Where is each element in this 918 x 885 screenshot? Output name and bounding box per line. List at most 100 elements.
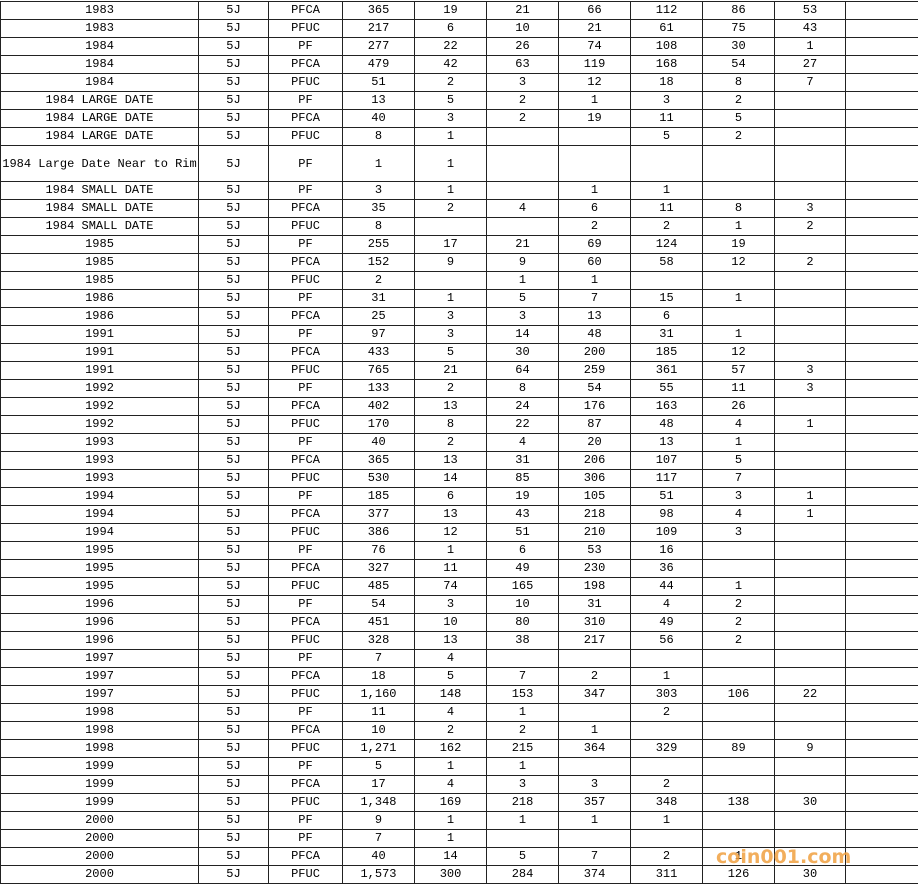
- table-cell: 51: [630, 487, 703, 506]
- table-cell: 374: [558, 865, 631, 884]
- table-cell: 2: [774, 253, 846, 272]
- table-cell: 49: [486, 559, 559, 578]
- table-cell: 13: [342, 91, 415, 110]
- table-cell: [702, 811, 775, 830]
- table-cell: 4: [702, 415, 775, 434]
- table-cell: 1,348: [342, 793, 415, 812]
- table-cell: [486, 649, 559, 668]
- table-cell: 5: [630, 127, 703, 146]
- table-cell: 3: [558, 775, 631, 794]
- table-row: 1999 5J PFUC 1,348 169 218 357 348 138 30: [0, 793, 918, 812]
- table-cell: 5J: [198, 469, 269, 488]
- table-cell: [774, 451, 846, 470]
- table-cell: 8: [342, 127, 415, 146]
- table-cell: 1: [774, 37, 846, 56]
- empty-cell: [845, 325, 918, 344]
- table-cell: 348: [630, 793, 703, 812]
- table-cell: 5J: [198, 325, 269, 344]
- table-cell: [774, 523, 846, 542]
- table-cell: 7: [342, 649, 415, 668]
- empty-cell: [845, 865, 918, 884]
- table-cell: 185: [342, 487, 415, 506]
- table-cell: 1995: [0, 559, 199, 578]
- table-cell: 1986: [0, 307, 199, 326]
- table-cell: [702, 559, 775, 578]
- table-cell: 185: [630, 343, 703, 362]
- table-cell: 5J: [198, 37, 269, 56]
- table-cell: 30: [774, 793, 846, 812]
- table-cell: 1: [486, 811, 559, 830]
- empty-cell: [845, 397, 918, 416]
- table-cell: 163: [630, 397, 703, 416]
- table-cell: 5J: [198, 361, 269, 380]
- table-row: 1984 5J PF 277 22 26 74 108 30 1: [0, 37, 918, 56]
- table-cell: 176: [558, 397, 631, 416]
- table-cell: 170: [342, 415, 415, 434]
- table-cell: 5J: [198, 577, 269, 596]
- table-cell: 5J: [198, 415, 269, 434]
- table-row: 1998 5J PFUC 1,271 162 215 364 329 89 9: [0, 739, 918, 758]
- table-cell: 7: [486, 667, 559, 686]
- table-cell: [774, 559, 846, 578]
- table-cell: 6: [414, 19, 487, 38]
- empty-cell: [845, 109, 918, 128]
- table-cell: 1984 Large Date Near to Rim: [0, 145, 199, 182]
- empty-cell: [845, 343, 918, 362]
- empty-cell: [845, 631, 918, 650]
- table-cell: [702, 145, 775, 182]
- table-cell: 1998: [0, 703, 199, 722]
- table-cell: PFCA: [268, 847, 343, 866]
- table-cell: 1992: [0, 397, 199, 416]
- table-cell: 402: [342, 397, 415, 416]
- table-cell: 3: [414, 109, 487, 128]
- table-cell: [774, 577, 846, 596]
- table-cell: 3: [774, 361, 846, 380]
- table-cell: [774, 829, 846, 848]
- empty-cell: [845, 55, 918, 74]
- table-cell: 1: [558, 181, 631, 200]
- table-cell: [486, 829, 559, 848]
- table-cell: 17: [414, 235, 487, 254]
- table-cell: PFCA: [268, 775, 343, 794]
- table-row: 1995 5J PF 76 1 6 53 16: [0, 541, 918, 560]
- table-cell: [558, 829, 631, 848]
- table-cell: 19: [558, 109, 631, 128]
- table-cell: 20: [558, 433, 631, 452]
- table-cell: 51: [486, 523, 559, 542]
- table-cell: 10: [414, 613, 487, 632]
- table-cell: 21: [414, 361, 487, 380]
- table-cell: [774, 631, 846, 650]
- table-cell: 4: [486, 433, 559, 452]
- empty-cell: [845, 1, 918, 20]
- table-cell: 43: [774, 19, 846, 38]
- table-cell: 48: [630, 415, 703, 434]
- table-cell: 138: [702, 793, 775, 812]
- empty-cell: [845, 721, 918, 740]
- table-cell: 7: [702, 469, 775, 488]
- table-row: 1999 5J PF 5 1 1: [0, 757, 918, 776]
- table-row: 1984 5J PFUC 51 2 3 12 18 8 7: [0, 73, 918, 92]
- empty-cell: [845, 199, 918, 218]
- table-cell: 5J: [198, 19, 269, 38]
- table-cell: PF: [268, 649, 343, 668]
- table-cell: PFUC: [268, 361, 343, 380]
- table-cell: 1992: [0, 379, 199, 398]
- table-cell: 2: [630, 847, 703, 866]
- table-cell: PFCA: [268, 613, 343, 632]
- table-cell: PFUC: [268, 865, 343, 884]
- table-cell: 86: [702, 1, 775, 20]
- table-cell: [774, 541, 846, 560]
- table-cell: 198: [558, 577, 631, 596]
- table-cell: 98: [630, 505, 703, 524]
- table-cell: 1984 LARGE DATE: [0, 109, 199, 128]
- table-cell: 8: [414, 415, 487, 434]
- table-cell: [702, 757, 775, 776]
- table-cell: 5: [342, 757, 415, 776]
- table-cell: PF: [268, 37, 343, 56]
- table-cell: 1984 SMALL DATE: [0, 199, 199, 218]
- table-cell: 1: [558, 721, 631, 740]
- table-row: 1985 5J PF 255 17 21 69 124 19: [0, 235, 918, 254]
- table-cell: 255: [342, 235, 415, 254]
- table-cell: 218: [486, 793, 559, 812]
- table-cell: 165: [486, 577, 559, 596]
